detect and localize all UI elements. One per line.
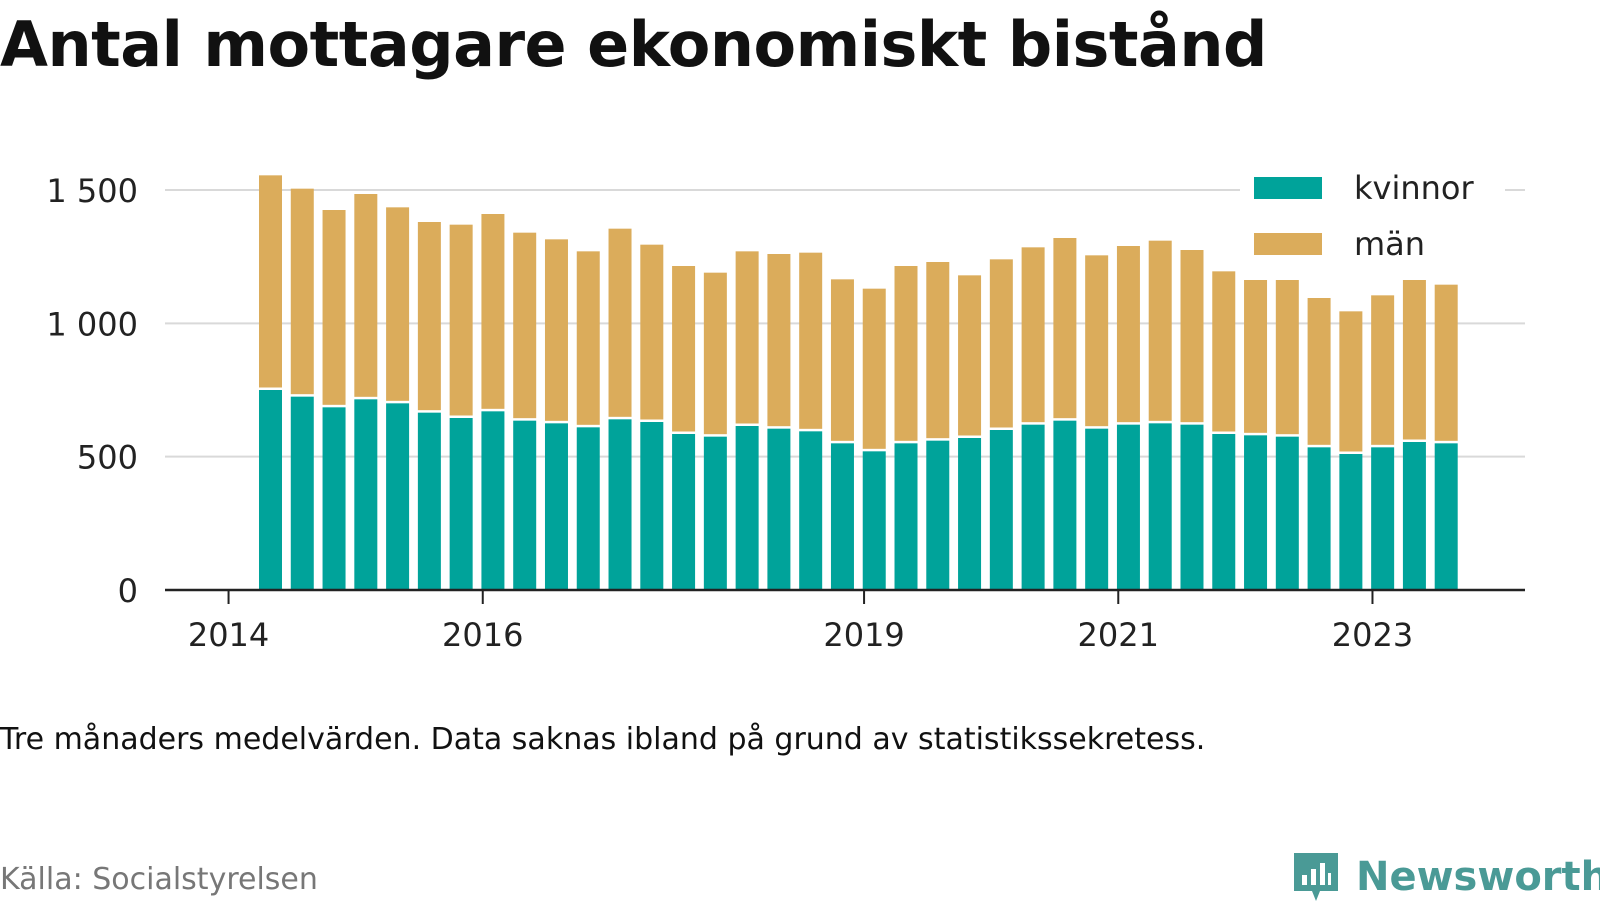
- axes: 0 500 1 000 1 500 2014 2016 2019 2021 2023: [46, 172, 1525, 654]
- bar-man: [703, 272, 727, 435]
- newsworthy-logo-icon: [1294, 853, 1338, 901]
- bar-man: [830, 279, 854, 441]
- bar-man: [322, 210, 346, 405]
- bar-man: [894, 266, 918, 441]
- stacked-bar-chart: 0 500 1 000 1 500 2014 2016 2019 2021 2023 kvinn…: [46, 168, 1525, 654]
- bar-man: [544, 239, 568, 421]
- bar-kvinnor: [544, 423, 568, 590]
- bar-kvinnor: [767, 428, 791, 590]
- x-tick-label: 2014: [188, 616, 269, 654]
- brand-name: Newsworthy: [1356, 854, 1600, 900]
- bar-man: [862, 288, 886, 449]
- bar-kvinnor: [449, 418, 473, 590]
- bar-kvinnor: [608, 419, 632, 590]
- bar-man: [417, 222, 441, 411]
- y-tick-label: 0: [118, 572, 138, 610]
- bar-kvinnor: [1339, 454, 1363, 590]
- bar-kvinnor: [258, 390, 282, 590]
- bar-kvinnor: [703, 436, 727, 590]
- legend-label: män: [1354, 225, 1425, 263]
- bar-kvinnor: [1307, 447, 1331, 590]
- bar-kvinnor: [1275, 436, 1299, 590]
- bars: [258, 175, 1458, 590]
- bar-man: [767, 254, 791, 427]
- bar-kvinnor: [1053, 420, 1077, 590]
- bar-kvinnor: [989, 430, 1013, 590]
- bar-man: [513, 232, 537, 419]
- bar-man: [1212, 271, 1236, 432]
- bar-man: [481, 214, 505, 409]
- bar-kvinnor: [1371, 447, 1395, 590]
- bar-man: [640, 244, 664, 420]
- bar-man: [958, 275, 982, 436]
- bar-man: [576, 251, 600, 425]
- bar-man: [290, 188, 314, 395]
- bar-man: [926, 262, 950, 439]
- chart-title: Antal mottagare ekonomiskt bistånd: [0, 8, 1267, 81]
- bar-man: [672, 266, 696, 432]
- bar-man: [1021, 247, 1045, 423]
- bar-man: [1275, 276, 1299, 435]
- bar-kvinnor: [640, 422, 664, 590]
- bar-kvinnor: [1212, 434, 1236, 590]
- bar-kvinnor: [735, 426, 759, 590]
- bar-kvinnor: [894, 443, 918, 590]
- bar-man: [258, 175, 282, 388]
- bar-kvinnor: [1148, 423, 1172, 590]
- bar-kvinnor: [799, 431, 823, 590]
- chart-note: Tre månaders medelvärden. Data saknas ib…: [0, 722, 1206, 757]
- bar-man: [1180, 250, 1204, 423]
- bar-man: [386, 207, 410, 401]
- bar-kvinnor: [1180, 424, 1204, 590]
- brand-logo[interactable]: Newsworthy: [1290, 842, 1600, 912]
- bar-kvinnor: [1116, 424, 1140, 590]
- y-tick-label: 1 500: [46, 172, 138, 210]
- bar-man: [1339, 311, 1363, 452]
- y-tick-label: 1 000: [46, 305, 138, 343]
- bar-man: [799, 252, 823, 429]
- bar-kvinnor: [958, 438, 982, 590]
- bar-kvinnor: [417, 412, 441, 590]
- bar-man: [989, 259, 1013, 428]
- legend-swatch-man: [1254, 233, 1322, 255]
- bar-kvinnor: [672, 434, 696, 590]
- bar-kvinnor: [926, 440, 950, 590]
- bar-man: [608, 228, 632, 417]
- bar-man: [1434, 284, 1458, 441]
- legend: kvinnor män: [1240, 168, 1505, 280]
- bar-kvinnor: [1085, 428, 1109, 590]
- x-tick-label: 2021: [1078, 616, 1159, 654]
- bar-kvinnor: [481, 411, 505, 590]
- bar-kvinnor: [290, 396, 314, 590]
- legend-label: kvinnor: [1354, 169, 1475, 207]
- bar-kvinnor: [354, 399, 378, 590]
- source-text: Källa: Socialstyrelsen: [0, 862, 318, 897]
- legend-swatch-kvinnor: [1254, 177, 1322, 199]
- bar-man: [354, 194, 378, 397]
- bar-man: [449, 224, 473, 416]
- bar-man: [1244, 279, 1268, 433]
- bar-man: [1085, 255, 1109, 427]
- bar-man: [1371, 295, 1395, 445]
- bar-kvinnor: [576, 427, 600, 590]
- bar-kvinnor: [830, 443, 854, 590]
- x-tick-label: 2019: [823, 616, 904, 654]
- bar-kvinnor: [322, 407, 346, 590]
- bar-man: [1053, 238, 1077, 419]
- bar-kvinnor: [862, 451, 886, 590]
- x-tick-label: 2016: [442, 616, 523, 654]
- bar-kvinnor: [386, 403, 410, 590]
- bar-man: [1307, 298, 1331, 445]
- x-tick-label: 2023: [1332, 616, 1413, 654]
- bar-man: [1402, 279, 1426, 440]
- bar-kvinnor: [1434, 443, 1458, 590]
- bar-kvinnor: [513, 420, 537, 590]
- bar-man: [735, 251, 759, 424]
- bar-kvinnor: [1402, 442, 1426, 590]
- y-tick-label: 500: [77, 439, 138, 477]
- bar-kvinnor: [1021, 424, 1045, 590]
- bar-kvinnor: [1244, 435, 1268, 590]
- bar-man: [1148, 240, 1172, 421]
- bar-man: [1116, 246, 1140, 423]
